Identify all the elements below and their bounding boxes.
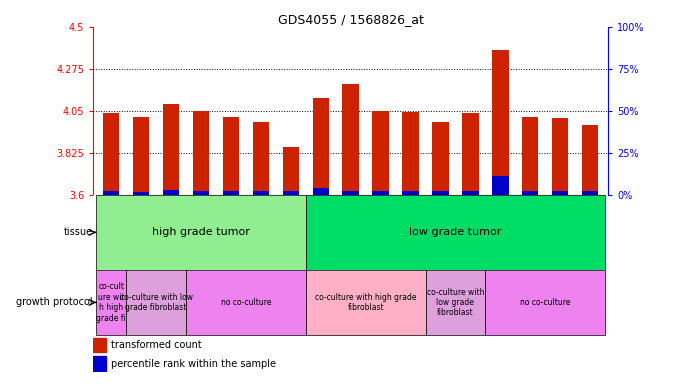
Bar	[223, 117, 239, 195]
Bar	[462, 113, 479, 195]
Bar	[343, 191, 359, 195]
Title: GDS4055 / 1568826_at: GDS4055 / 1568826_at	[278, 13, 424, 26]
Bar	[126, 270, 186, 335]
Bar	[433, 191, 448, 195]
Text: co-culture with
low grade
fibroblast: co-culture with low grade fibroblast	[426, 288, 484, 317]
Bar	[93, 356, 106, 371]
Text: co-culture with low
grade fibroblast: co-culture with low grade fibroblast	[120, 293, 193, 312]
Bar	[96, 195, 306, 270]
Bar	[343, 84, 359, 195]
Bar	[306, 270, 426, 335]
Bar	[283, 191, 299, 195]
Bar	[223, 191, 239, 195]
Text: low grade tumor: low grade tumor	[409, 227, 502, 237]
Bar	[96, 270, 126, 335]
Text: percentile rank within the sample: percentile rank within the sample	[111, 359, 276, 369]
Bar	[163, 190, 180, 195]
Bar	[552, 118, 569, 195]
Bar	[552, 191, 569, 195]
Text: high grade tumor: high grade tumor	[152, 227, 250, 237]
Bar	[163, 104, 180, 195]
Bar	[402, 191, 419, 195]
Bar	[93, 338, 106, 352]
Bar	[402, 112, 419, 195]
Bar	[372, 111, 389, 195]
Bar	[462, 191, 479, 195]
Bar	[492, 50, 509, 195]
Bar	[103, 113, 120, 195]
Bar	[582, 125, 598, 195]
Bar	[283, 147, 299, 195]
Bar	[253, 122, 269, 195]
Bar	[426, 270, 485, 335]
Bar	[133, 117, 149, 195]
Text: co-culture with high grade
fibroblast: co-culture with high grade fibroblast	[315, 293, 417, 312]
Text: growth protocol: growth protocol	[16, 298, 93, 308]
Bar	[312, 187, 329, 195]
Bar	[193, 111, 209, 195]
Text: tissue: tissue	[64, 227, 93, 237]
Text: co-cult
ure wit
h high
grade fi: co-cult ure wit h high grade fi	[96, 282, 126, 323]
Bar	[306, 195, 605, 270]
Text: no co-culture: no co-culture	[520, 298, 571, 307]
Bar	[492, 176, 509, 195]
Bar	[582, 191, 598, 195]
Text: no co-culture: no co-culture	[220, 298, 271, 307]
Bar	[186, 270, 306, 335]
Bar	[522, 191, 538, 195]
Bar	[522, 117, 538, 195]
Bar	[485, 270, 605, 335]
Bar	[433, 122, 448, 195]
Bar	[133, 192, 149, 195]
Bar	[103, 191, 120, 195]
Text: transformed count: transformed count	[111, 340, 202, 350]
Bar	[253, 191, 269, 195]
Bar	[312, 98, 329, 195]
Bar	[372, 191, 389, 195]
Bar	[193, 191, 209, 195]
